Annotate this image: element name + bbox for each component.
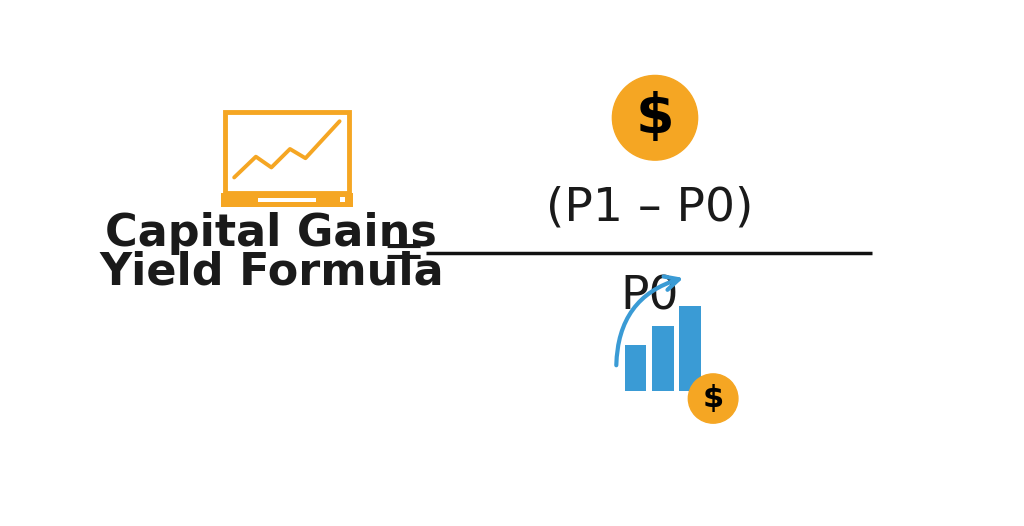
Text: (P1 – P0): (P1 – P0) — [546, 185, 753, 230]
FancyBboxPatch shape — [625, 345, 646, 391]
Text: =: = — [381, 227, 425, 279]
Text: Capital Gains: Capital Gains — [105, 212, 437, 255]
Text: $: $ — [636, 91, 675, 145]
Circle shape — [612, 75, 697, 160]
FancyBboxPatch shape — [258, 198, 316, 202]
Text: P0: P0 — [620, 275, 679, 320]
Text: $: $ — [702, 384, 724, 413]
Circle shape — [688, 374, 738, 423]
FancyBboxPatch shape — [340, 197, 345, 203]
Text: Yield Formula: Yield Formula — [99, 250, 443, 294]
FancyArrowPatch shape — [616, 277, 679, 365]
FancyBboxPatch shape — [652, 326, 674, 391]
FancyBboxPatch shape — [225, 112, 349, 193]
FancyBboxPatch shape — [221, 193, 352, 207]
FancyBboxPatch shape — [679, 307, 700, 391]
